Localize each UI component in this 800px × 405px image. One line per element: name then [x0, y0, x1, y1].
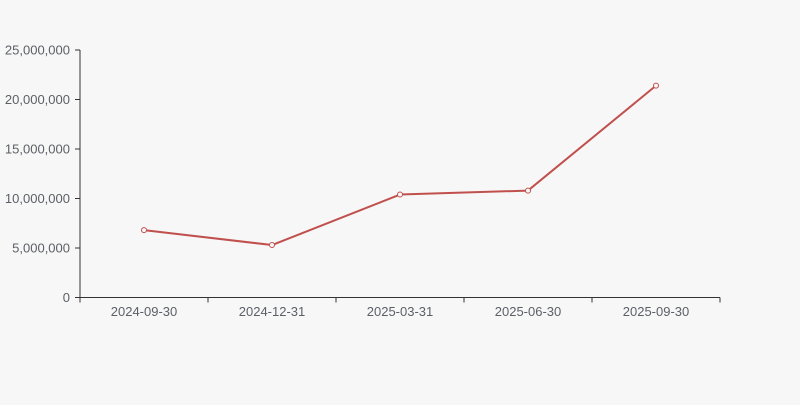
x-axis-tick-label: 2025-06-30	[495, 304, 562, 319]
y-axis-tick-label: 0	[63, 290, 70, 305]
x-axis-tick-label: 2024-12-31	[239, 304, 306, 319]
data-point-marker	[269, 242, 275, 249]
x-axis-tick-label: 2025-09-30	[623, 304, 690, 319]
data-point-marker	[397, 191, 403, 198]
data-point-marker	[653, 82, 659, 89]
data-point-marker	[525, 187, 531, 194]
data-point-marker	[141, 227, 147, 234]
y-axis-tick-label: 25,000,000	[5, 43, 70, 58]
y-axis-tick-label: 10,000,000	[5, 191, 70, 206]
x-axis-tick-label: 2025-03-31	[367, 304, 434, 319]
y-axis-tick-label: 15,000,000	[5, 142, 70, 157]
x-axis-tick-label: 2024-09-30	[111, 304, 178, 319]
data-line	[143, 84, 657, 247]
y-axis-tick-label: 20,000,000	[5, 92, 70, 107]
y-axis-tick-label: 5,000,000	[12, 241, 70, 256]
